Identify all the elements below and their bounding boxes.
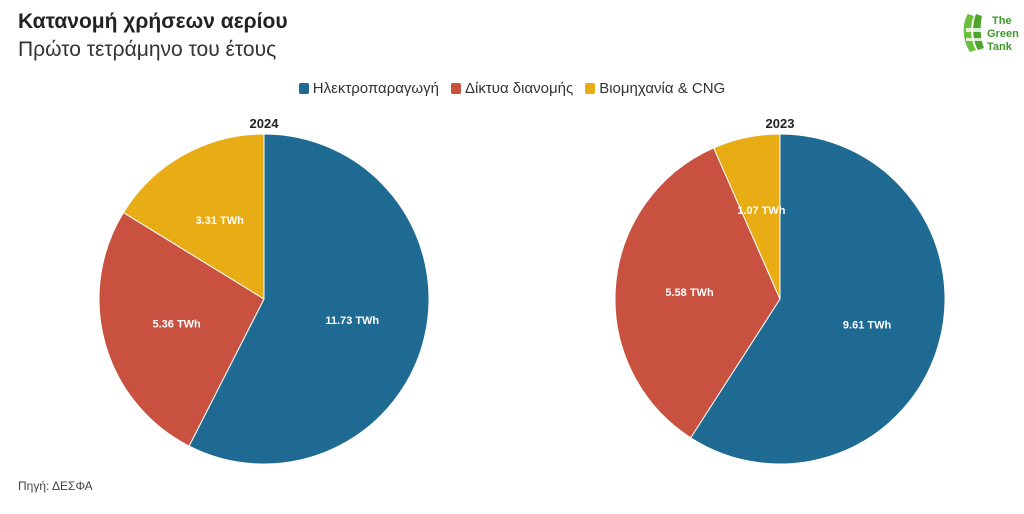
legend-swatch: [450, 83, 461, 94]
chart-title: Κατανομή χρήσεων αερίου: [18, 10, 288, 33]
pie-slice-label: 5.58 TWh: [665, 287, 714, 299]
pie-slice[interactable]: [614, 147, 781, 439]
legend-swatch: [585, 83, 596, 94]
logo-line-3: Tank: [987, 41, 1013, 53]
pie-chart-2024: 2024 11.73 TWh 5.36 TWh 3.31 TWh: [98, 116, 430, 465]
pie-title: 2023: [766, 116, 795, 131]
legend-item-electricity[interactable]: Ηλεκτροπαραγωγή: [298, 80, 439, 97]
pie-charts: 2024 11.73 TWh 5.36 TWh 3.31 TWh 2023 9.61 TW…: [98, 116, 946, 465]
green-tank-logo: The Green Tank: [963, 14, 1019, 53]
chart-subtitle: Πρώτο τετράμηνο του έτους: [18, 38, 277, 61]
pie-chart-2023: 2023 9.61 TWh 5.58 TWh 1.07 TWh: [614, 116, 946, 465]
legend-item-industry[interactable]: Βιομηχανία & CNG: [585, 80, 725, 97]
legend-label: Δίκτυα διανομής: [464, 80, 574, 97]
source-note: Πηγή: ΔΕΣΦΑ: [18, 479, 93, 493]
pie-slice-label: 3.31 TWh: [196, 215, 245, 227]
legend: Ηλεκτροπαραγωγή Δίκτυα διανομής Βιομηχαν…: [0, 80, 1024, 97]
pie-slice-label: 5.36 TWh: [152, 319, 201, 331]
legend-label: Βιομηχανία & CNG: [599, 80, 726, 97]
pie-slice-label: 11.73 TWh: [325, 315, 379, 327]
pie-slice[interactable]: [122, 133, 265, 300]
legend-swatch: [298, 83, 309, 94]
logo-line-1: The: [992, 15, 1012, 27]
logo-line-2: Green: [987, 28, 1019, 40]
pie-slice[interactable]: [690, 133, 946, 465]
pie-slice-label: 1.07 TWh: [737, 205, 786, 217]
pie-slice[interactable]: [713, 133, 781, 300]
legend-label: Ηλεκτροπαραγωγή: [312, 80, 439, 97]
pie-slice[interactable]: [98, 211, 265, 447]
globe-icon: [963, 14, 990, 52]
pie-slice[interactable]: [188, 133, 430, 465]
pie-slice-label: 9.61 TWh: [843, 320, 892, 332]
legend-item-networks[interactable]: Δίκτυα διανομής: [450, 80, 574, 97]
pie-title: 2024: [250, 116, 280, 131]
